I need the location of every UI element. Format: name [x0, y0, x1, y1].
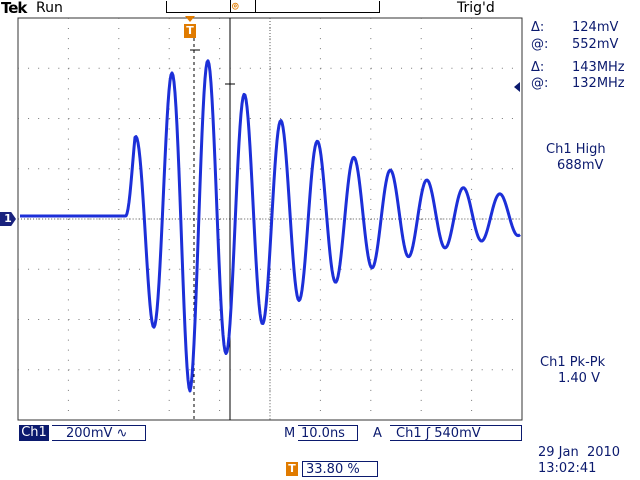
trigger-position-icon-badge: T	[286, 462, 298, 476]
timebase-readout[interactable]: 10.0ns	[298, 425, 358, 441]
ch1-high-value: 688mV	[557, 158, 604, 173]
ch1-button[interactable]: Ch1	[19, 425, 49, 441]
cursor-select-arrow-icon	[514, 82, 520, 92]
ch1-ground-marker[interactable]: 1	[0, 212, 16, 226]
cursor-delta-f-label: Δ:	[531, 60, 545, 75]
cursor-at-f-label: @:	[531, 76, 549, 91]
trigger-mode: A	[373, 426, 382, 441]
ch1-pkpk-value: 1.40 V	[558, 371, 600, 386]
trigger-position-icon: ⌾	[232, 0, 239, 13]
time-readout: 13:02:41	[538, 461, 597, 476]
trigger-arrow-icon	[185, 16, 195, 22]
cursor-at-v: 552mV	[572, 37, 619, 52]
trigger-position-readout[interactable]: 33.80 %	[302, 461, 378, 477]
acquisition-state[interactable]: Run	[36, 0, 63, 16]
cursor-at-v-label: @:	[531, 37, 549, 52]
trigger-slope-icon: ʃ	[425, 426, 431, 441]
trigger-status: Trig'd	[457, 0, 495, 16]
settings-bar: Ch1 200mV ∿ M 10.0ns A Ch1 ʃ 540mV 29 Ja…	[0, 424, 640, 480]
trigger-source: Ch1	[396, 426, 422, 441]
grid-lines	[17, 17, 523, 421]
ch1-high-label: Ch1 High	[546, 142, 606, 157]
trigger-point-marker[interactable]: T	[184, 24, 196, 38]
record-length-bar	[166, 1, 380, 13]
trigger-readout[interactable]: Ch1 ʃ 540mV	[390, 425, 522, 441]
ch1-waveform	[19, 59, 521, 393]
brand-logo: Tek	[1, 0, 27, 17]
volts-per-div-value: 200mV	[66, 426, 113, 441]
cursor-delta-v-label: Δ:	[531, 20, 545, 35]
trigger-level: 540mV	[434, 426, 481, 441]
cursor-delta-f: 143MHz	[572, 60, 625, 75]
ch1-volts-per-div[interactable]: 200mV ∿	[52, 425, 146, 441]
timebase-prefix: M	[284, 426, 296, 441]
date-readout: 29 Jan 2010	[538, 445, 621, 460]
status-bar: Tek Run ⌾ Trig'd	[0, 0, 640, 18]
ch1-pkpk-label: Ch1 Pk-Pk	[540, 355, 606, 370]
coupling-icon: ∿	[116, 426, 128, 441]
record-view-window[interactable]	[230, 0, 256, 13]
cursor-delta-v: 124mV	[572, 20, 619, 35]
cursor-at-f: 132MHz	[572, 76, 625, 91]
